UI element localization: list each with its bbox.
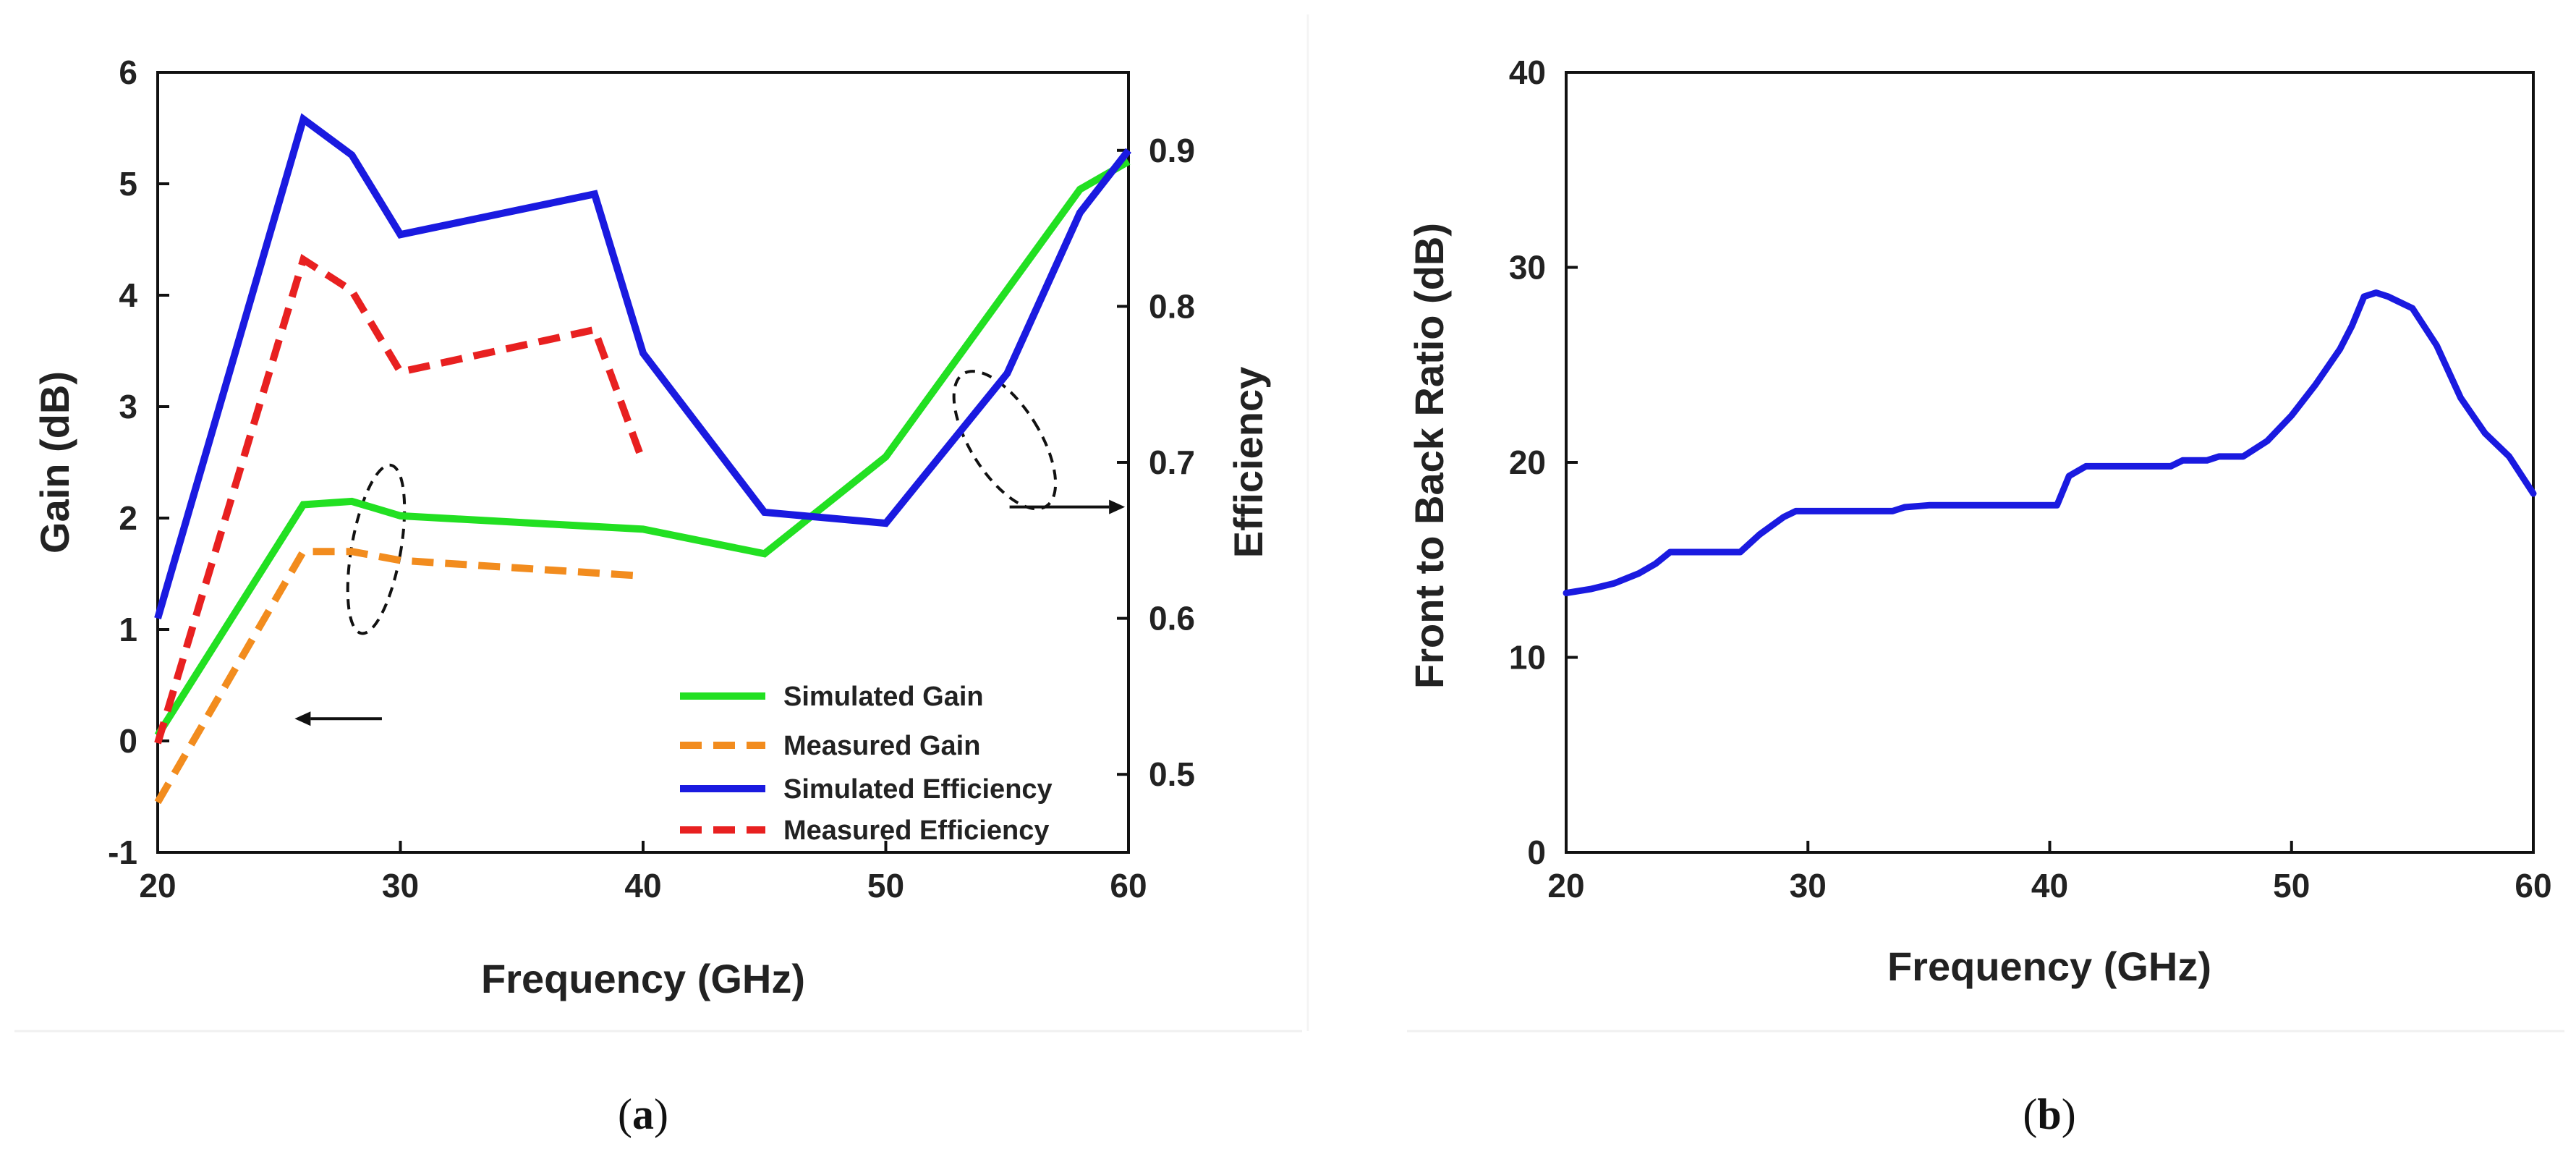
chart-a-ytick-label: 3 (119, 388, 137, 425)
chart-b-ytick-label: 40 (1509, 54, 1546, 91)
chart-a-ytick-label: 1 (119, 611, 137, 648)
chart-b-xtick-label: 50 (2273, 867, 2310, 904)
chart-b-xtick-label: 60 (2515, 867, 2551, 904)
annotation-arrow-left-icon (294, 711, 311, 726)
legend-simulated-efficiency: Simulated Efficiency (783, 774, 1053, 805)
chart-a-caption: (a) (618, 1090, 668, 1138)
chart-a-y2tick-label: 0.9 (1149, 132, 1195, 169)
chart-a-y2label: Efficiency (1225, 367, 1271, 559)
legend-measured-efficiency: Measured Efficiency (783, 815, 1049, 846)
chart-a-ytick-label: 6 (119, 54, 137, 91)
chart-a-y2tick-label: 0.6 (1149, 600, 1195, 637)
chart-b-caption: (b) (2023, 1090, 2075, 1138)
series-measured-efficiency (154, 253, 647, 745)
series-simulated-gain (154, 158, 1131, 737)
chart-b-plot-area (1565, 71, 2535, 854)
chart-b-ytick-label: 20 (1509, 444, 1546, 481)
chart-b-xlabel: Frequency (GHz) (1887, 944, 2211, 989)
chart-a-ticks: 20 30 40 50 60 -1 0 1 2 3 4 5 6 0.5 0.6 0.7 0.8 0.9 (108, 54, 1195, 904)
chart-b-ytick-label: 10 (1509, 639, 1546, 677)
chart-a-ytick-label: -1 (108, 834, 137, 871)
chart-a-ylabel: Gain (dB) (32, 371, 77, 554)
chart-a-xtick-label: 60 (1110, 867, 1147, 904)
chart-b-xtick-label: 20 (1547, 867, 1584, 904)
legend-simulated-gain: Simulated Gain (783, 682, 984, 712)
chart-a-xtick-label: 30 (382, 867, 419, 904)
annotation-ellipse-gain (346, 463, 407, 635)
chart-a-ytick-label: 4 (119, 276, 137, 314)
chart-a-y2tick-label: 0.5 (1149, 755, 1195, 793)
chart-a-ytick-label: 5 (119, 165, 137, 203)
chart-b-series (1563, 289, 2537, 597)
series-front-to-back-ratio (1563, 289, 2537, 597)
chart-b-xtick-label: 30 (1790, 867, 1827, 904)
chart-a-series (154, 113, 1131, 805)
chart-b-ytick-label: 0 (1527, 834, 1546, 871)
chart-a-annotations (294, 370, 1126, 726)
legend-measured-gain: Measured Gain (783, 731, 980, 761)
chart-a-y2tick-label: 0.8 (1149, 287, 1195, 325)
chart-a-legend: Simulated Gain Measured Gain Simulated E… (680, 682, 1053, 846)
chart-a-ytick-label: 0 (119, 722, 137, 760)
chart-a-xtick-label: 40 (624, 867, 661, 904)
chart-b-xtick-label: 40 (2031, 867, 2068, 904)
chart-a-ytick-label: 2 (119, 499, 137, 537)
chart-b-ytick-label: 30 (1509, 249, 1546, 287)
chart-a-y2tick-label: 0.7 (1149, 444, 1195, 481)
chart-a-xtick-label: 50 (867, 867, 904, 904)
chart-b-ylabel: Front to Back Ratio (dB) (1406, 223, 1452, 689)
chart-a: 20 30 40 50 60 -1 0 1 2 3 4 5 6 0.5 0.6 0.7 0.8 0.9 Frequ… (32, 54, 1271, 1138)
chart-a-xtick-label: 20 (139, 867, 176, 904)
chart-b: 20 30 40 50 60 0 10 20 30 40 Frequency (GHz) Fron… (1406, 54, 2552, 1138)
series-simulated-efficiency (154, 113, 1131, 620)
series-measured-gain (154, 548, 644, 805)
annotation-arrow-right-icon (1109, 499, 1126, 514)
chart-a-plot-area (156, 71, 1130, 854)
chart-a-xlabel: Frequency (GHz) (481, 956, 805, 1001)
chart-b-ticks: 20 30 40 50 60 0 10 20 30 40 (1509, 54, 2552, 904)
